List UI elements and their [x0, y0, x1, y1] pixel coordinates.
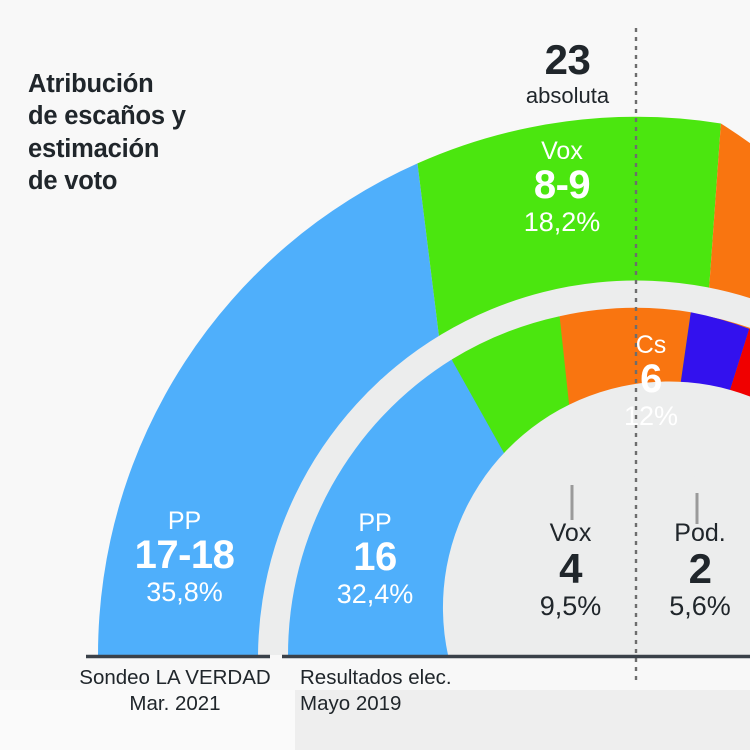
caption-sondeo-line-1: Sondeo LA VERDAD [79, 666, 271, 689]
caption-resultados: Resultados elec. Mayo 2019 [300, 665, 510, 716]
inner-disc-fill [448, 467, 750, 655]
majority-caption: absoluta [525, 82, 610, 108]
page-title: Atribución de escaños y estimación de vo… [28, 68, 263, 198]
caption-sondeo: Sondeo LA VERDAD Mar. 2021 [75, 665, 275, 716]
title-line-2: de escaños y [28, 102, 186, 131]
title-line-1: Atribución [28, 70, 154, 98]
title-line-3: estimación [28, 134, 160, 163]
caption-resultados-line-2: Mayo 2019 [300, 691, 402, 715]
caption-sondeo-line-2: Mar. 2021 [129, 691, 221, 715]
bottom-panel-tint [295, 690, 750, 750]
majority-threshold-label: 23 absoluta [500, 36, 635, 109]
title-line-4: de voto [28, 167, 118, 196]
bottom-panel-base [0, 690, 300, 750]
majority-value: 23 [544, 36, 591, 83]
caption-resultados-line-1: Resultados elec. [300, 666, 452, 689]
arc-middle-pp[interactable] [287, 359, 539, 656]
